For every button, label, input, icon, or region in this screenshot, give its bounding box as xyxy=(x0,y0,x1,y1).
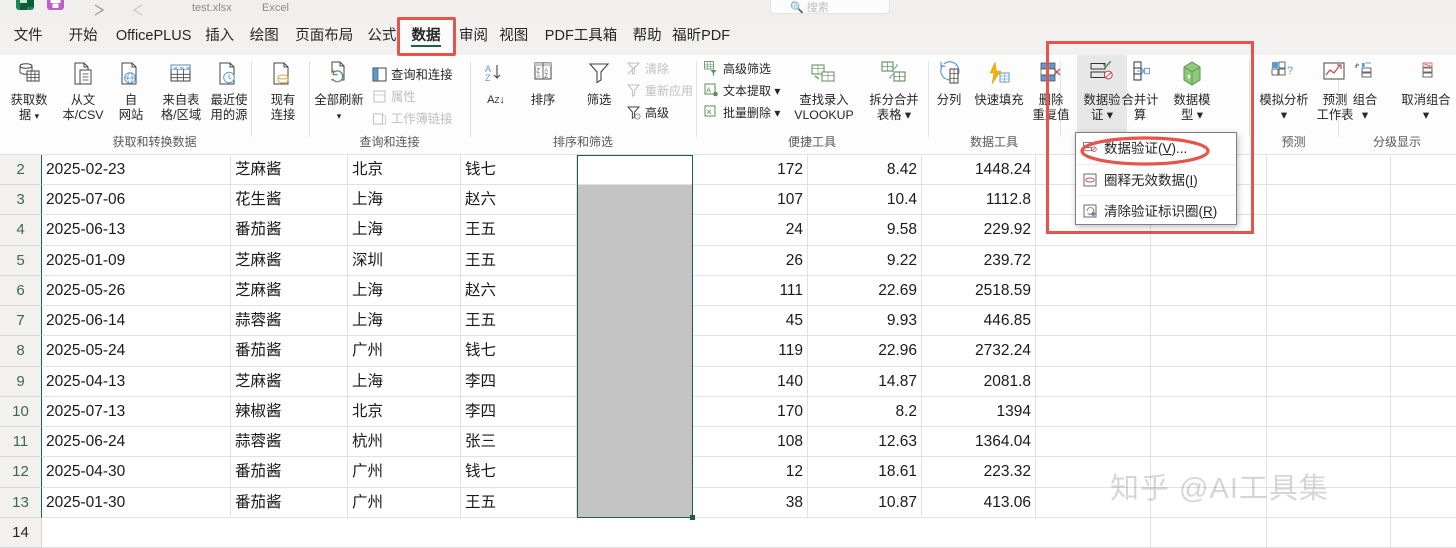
svg-text:✕: ✕ xyxy=(706,107,712,116)
svg-text:?: ? xyxy=(1287,65,1293,77)
svg-text:A: A xyxy=(706,87,711,94)
svg-text:Z: Z xyxy=(485,73,491,83)
svg-text:Z: Z xyxy=(544,74,548,80)
svg-text:A: A xyxy=(536,74,540,80)
